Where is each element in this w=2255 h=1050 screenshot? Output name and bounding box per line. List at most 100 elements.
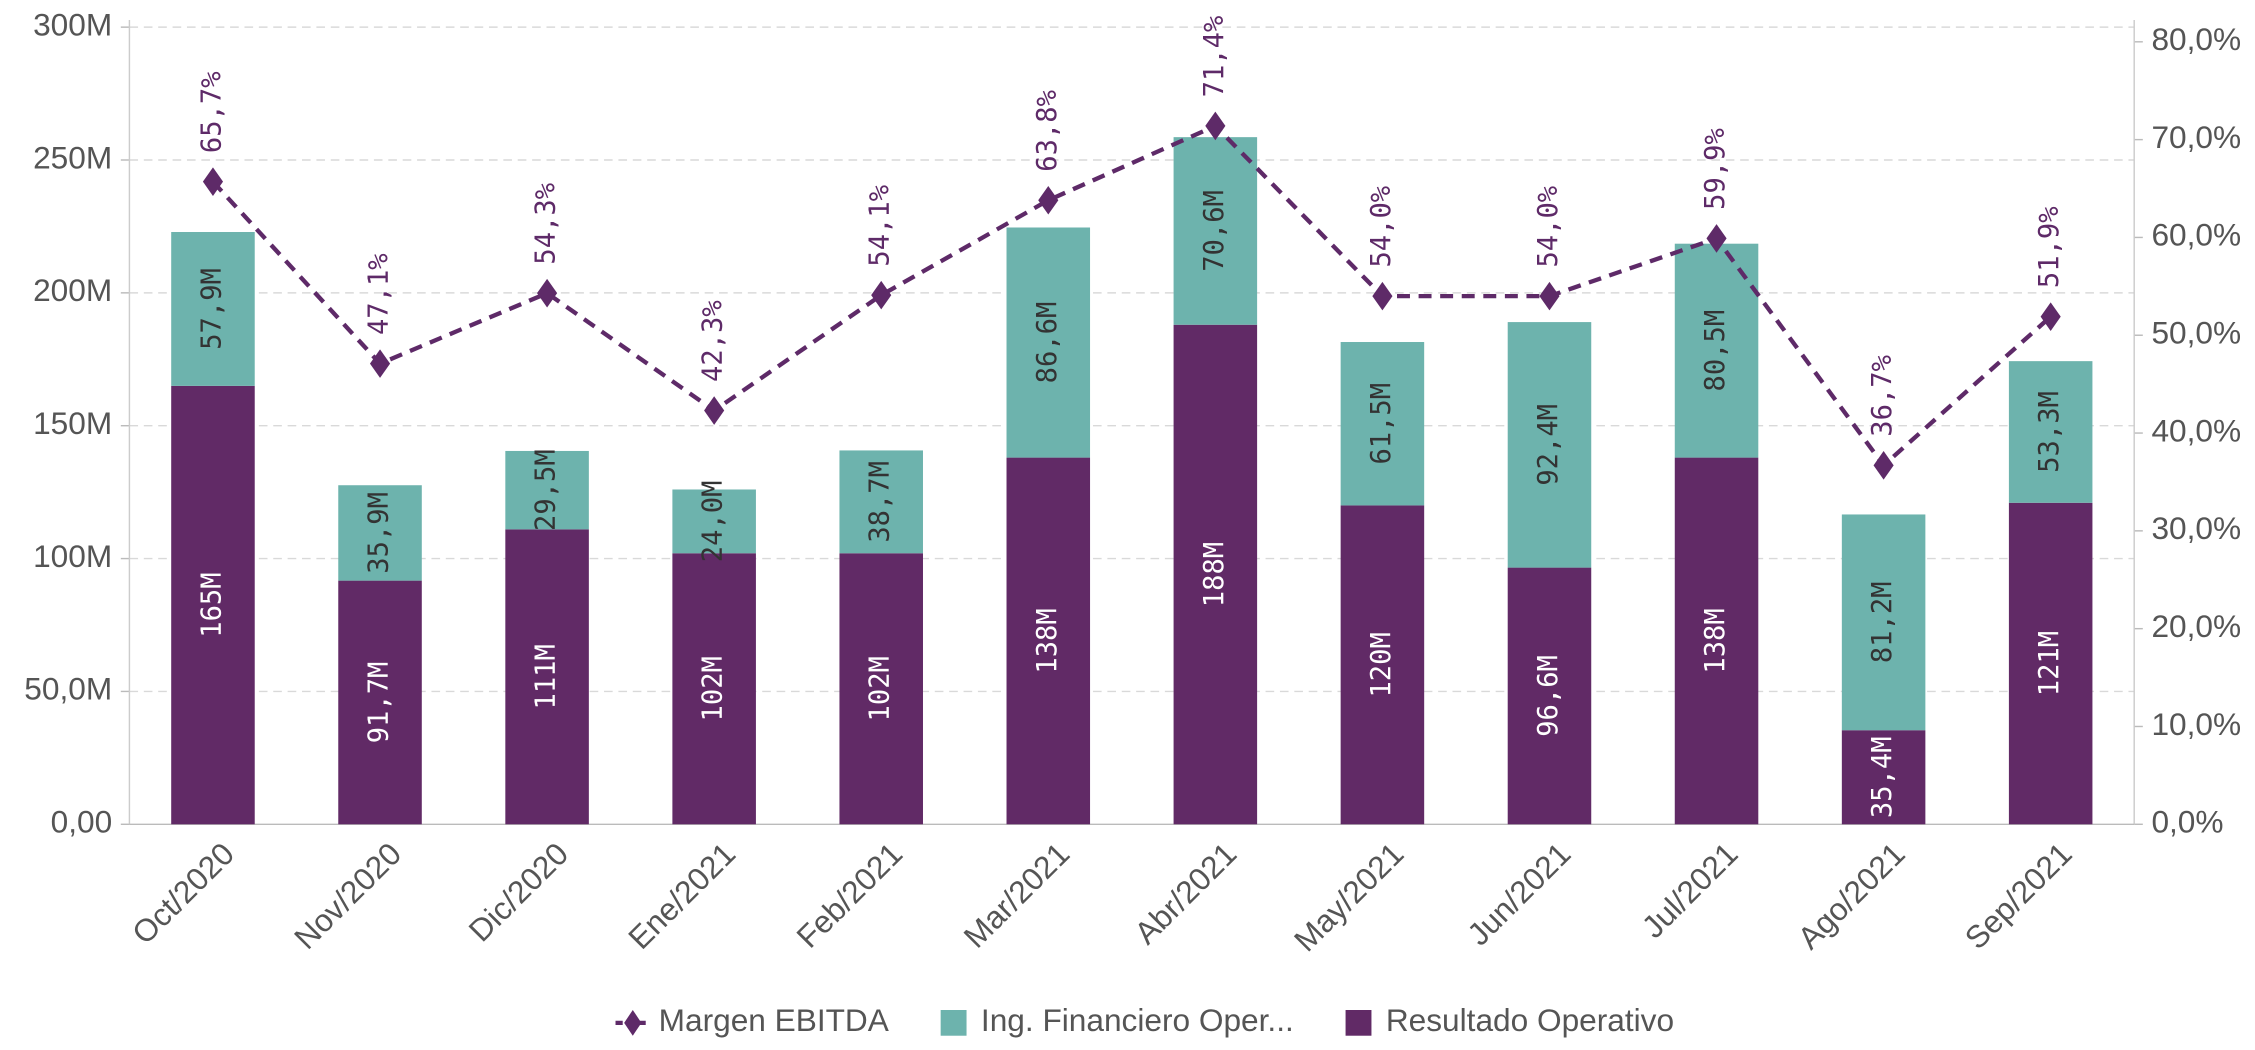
bar-value-label: 24,0M [698,481,729,563]
bar [171,385,255,825]
y-tick-label: 100M [33,538,112,574]
marker [1873,451,1894,480]
bar-value-label: 102M [698,656,729,721]
bar [1507,567,1592,825]
line [211,123,2053,469]
bar [1173,137,1258,325]
legend-label: Margen EBITDA [659,1002,889,1038]
bar [839,553,923,825]
x-tick-label: Jun/2021 [1460,835,1578,952]
line-value-label: 71,4% [1199,16,1230,98]
bar-value-label: 29,5M [531,449,562,531]
marker [1038,185,1059,215]
bar [1006,457,1091,825]
x-tick-label: Jul/2021 [1635,835,1745,944]
line-value-label: 63,8% [1032,90,1063,172]
y2-tick-label: 80,0% [2151,21,2241,57]
bar [1507,322,1592,568]
y2-tick-label: 70,0% [2151,119,2241,155]
y-tick-label: 300M [33,7,112,43]
line-value-label: 54,0% [1366,186,1397,268]
bar [505,529,589,825]
bar-value-label: 102M [865,656,896,721]
bar-value-label: 188M [1199,542,1230,607]
marker [871,280,892,310]
bar [1006,227,1091,458]
bar [672,489,756,554]
y2-tick-label: 0,0% [2151,804,2223,840]
x-tick-label: Feb/2021 [789,835,909,954]
y-tick-label: 50,0M [24,671,112,707]
bar-value-label: 57,9M [196,268,227,350]
marker [1706,224,1727,253]
line-value-label: 54,3% [531,183,562,265]
marker [369,349,391,378]
y2-tick-label: 40,0% [2151,412,2241,448]
bar [2008,361,2093,503]
bar-value-label: 92,4M [1533,404,1564,486]
marker [202,167,224,196]
bar [839,450,923,554]
legend-marker [624,1010,642,1036]
bar [672,553,756,825]
bar-value-label: 121M [2034,631,2065,696]
bar-value-label: 38,7M [865,461,896,543]
marker [537,278,558,308]
legend-label: Ing. Financiero Oper... [981,1002,1294,1038]
y2-tick-label: 60,0% [2151,217,2241,253]
line-value-label: 47,1% [363,253,394,335]
x-tick-label: Ene/2021 [621,835,742,955]
y2-tick-label: 10,0% [2151,706,2241,742]
line-value-label: 42,3% [698,300,729,382]
marker [704,396,725,425]
y2-tick-label: 30,0% [2151,510,2241,546]
bar [1674,457,1759,825]
x-tick-label: Oct/2020 [125,835,241,951]
x-tick-label: Dic/2020 [461,835,575,948]
x-tick-label: Nov/2020 [287,835,408,955]
y-tick-label: 150M [33,405,112,441]
bar-value-label: 111M [531,644,562,709]
line-value-label: 65,7% [196,71,227,153]
line-value-label: 54,0% [1533,186,1564,268]
y-tick-label: 200M [33,272,112,308]
bar-value-label: 86,6M [1032,302,1063,384]
legend-swatch [940,1010,967,1036]
bar [338,485,422,581]
legend-swatch [1345,1010,1372,1036]
bar-value-label: 81,2M [1867,582,1898,664]
bar-value-label: 80,5M [1700,310,1731,392]
marker [1539,281,1560,311]
bar [1340,505,1425,825]
bar [171,232,255,386]
line-value-label: 36,7% [1867,355,1898,437]
bar [1173,324,1258,825]
marker [1372,281,1393,311]
bar [1841,730,1926,825]
legend-label: Resultado Operativo [1386,1002,1674,1038]
x-tick-label: Ago/2021 [1790,835,1911,955]
bar-value-label: 35,4M [1867,736,1898,818]
bar-value-label: 120M [1366,632,1397,697]
line-value-label: 51,9% [2034,206,2065,288]
bar-value-label: 165M [196,572,227,637]
x-tick-label: Abr/2021 [1127,835,1243,951]
line-value-label: 54,1% [865,185,896,267]
bar-value-label: 138M [1032,608,1063,673]
y2-tick-label: 20,0% [2151,608,2241,644]
bar-value-label: 61,5M [1366,383,1397,465]
bar [505,450,589,530]
y-tick-label: 250M [33,139,112,175]
bar [1340,342,1425,506]
bar [1841,514,1926,731]
marker [2040,302,2061,331]
bar [2008,502,2093,825]
x-tick-label: Sep/2021 [1958,835,2079,955]
bar-value-label: 91,7M [363,662,394,744]
bar-value-label: 138M [1700,608,1731,673]
x-tick-label: May/2021 [1287,835,1411,958]
bar-value-label: 96,6M [1533,655,1564,737]
bar-value-label: 53,3M [2034,391,2065,473]
